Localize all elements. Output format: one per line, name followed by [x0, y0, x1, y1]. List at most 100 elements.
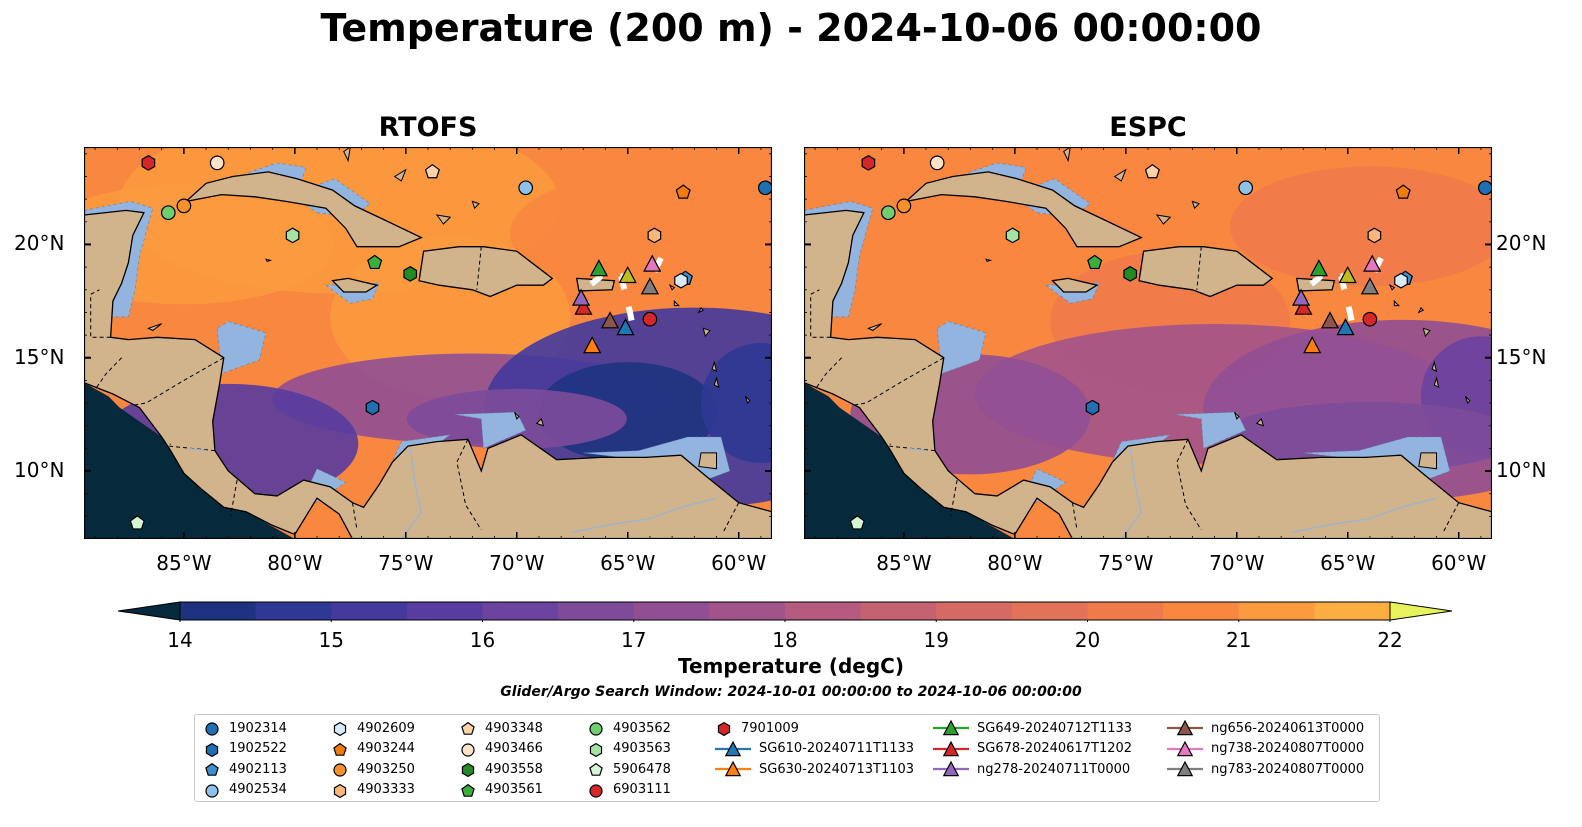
legend-marker-icon [461, 742, 475, 757]
island [1138, 246, 1274, 298]
legend-marker-icon [333, 783, 347, 798]
country-border [132, 357, 225, 406]
country-border [814, 357, 843, 390]
marker-4903244 [675, 184, 691, 199]
marker-4903562 [160, 205, 176, 221]
lon-tick-label: 75°W [1098, 551, 1154, 575]
small-island [1431, 360, 1438, 373]
marker-4903561 [367, 254, 383, 270]
marker-ng783-20240807T0000 [1360, 277, 1379, 295]
legend-entry: 4903562 [587, 718, 671, 738]
marker-SG678-20240617T1202 [574, 297, 593, 315]
country-border [352, 502, 358, 530]
legend-label: 5906478 [613, 761, 671, 777]
legend-label: 4902609 [357, 720, 415, 736]
colorbar-segment [860, 602, 937, 620]
island [1295, 277, 1336, 292]
country-border [950, 480, 958, 517]
legend-entry: 4903333 [331, 780, 415, 800]
marker-4903250 [176, 198, 192, 214]
colorbar-segment [936, 602, 1013, 620]
country-border [810, 289, 831, 338]
lon-tick-label: 70°W [489, 551, 545, 575]
legend-marker [589, 742, 603, 757]
colorbar-segment [1087, 602, 1164, 620]
lat-tick-label: 20°N [14, 231, 65, 256]
legend-marker-icon [933, 719, 969, 736]
legend-marker-icon [715, 740, 751, 756]
legend-entry: ng656-20240613T0000 [1167, 718, 1364, 738]
small-island [265, 258, 273, 263]
lat-tick-label: 15°N [14, 344, 65, 369]
marker-ng278-20240711T0000 [572, 288, 591, 306]
island [1051, 277, 1099, 293]
legend-entry: 4902609 [331, 718, 415, 738]
legend-marker [589, 722, 603, 736]
legend-label: 7901009 [741, 720, 799, 736]
legend-marker [942, 760, 960, 777]
legend-marker [724, 740, 742, 756]
marker-4903558 [403, 266, 418, 282]
marker-4903563 [285, 227, 300, 244]
legend-entry: 4903558 [459, 759, 543, 779]
legend-marker [589, 762, 603, 776]
marker-SG610-20240711T1133 [616, 318, 635, 336]
marker-1902522 [365, 399, 380, 416]
island [418, 246, 554, 298]
legend-marker-icon [933, 760, 969, 777]
colorbar-segment [1238, 602, 1315, 620]
marker-4902609 [674, 272, 688, 289]
country-border [476, 246, 482, 290]
legend-marker-icon [205, 742, 219, 757]
small-island [711, 360, 718, 373]
legend-marker [333, 763, 347, 777]
small-island [1393, 299, 1401, 307]
search-window-note: Glider/Argo Search Window: 2024-10-01 00… [500, 684, 1082, 700]
river [188, 447, 207, 452]
legend-entry: 5906478 [587, 759, 671, 779]
legend-label: 1902522 [229, 741, 287, 756]
legend-entry: ng278-20240711T0000 [933, 759, 1130, 779]
small-island [744, 395, 751, 404]
colorbar-segment [255, 602, 332, 620]
legend-marker-icon [333, 763, 347, 777]
legend-label: 4903348 [485, 720, 543, 736]
marker-1902314 [1477, 180, 1492, 196]
country-border [852, 357, 945, 406]
marker-4903561 [1087, 254, 1103, 270]
marker-5906478 [849, 515, 865, 530]
marker-4903562 [880, 205, 896, 221]
legend-marker-icon [205, 783, 219, 798]
island [575, 277, 616, 292]
marker-4903558 [1123, 266, 1138, 282]
colorbar-segment [1314, 602, 1391, 620]
small-island [713, 376, 720, 389]
marker-6903111 [642, 311, 658, 327]
legend-marker-icon [715, 760, 751, 777]
legend-label: 4903244 [357, 741, 415, 756]
legend-entry: SG678-20240617T1202 [933, 739, 1132, 759]
marker-ng783-20240807T0000 [640, 277, 659, 295]
legend-entry: SG630-20240713T1103 [715, 759, 914, 779]
legend-marker-icon [205, 762, 219, 776]
lon-tick-label: 75°W [378, 551, 434, 575]
country-border [90, 289, 111, 338]
colorbar-segment [785, 602, 862, 620]
legend-entry: ng738-20240807T0000 [1167, 739, 1364, 759]
legend-marker-icon [933, 740, 969, 756]
river [400, 448, 423, 539]
legend-label: 4903562 [613, 720, 671, 736]
small-island [985, 258, 993, 263]
legend-label: 4903558 [485, 761, 543, 777]
lon-tick-label: 85°W [156, 551, 212, 575]
small-island [1388, 284, 1396, 291]
legend-marker [1176, 719, 1194, 736]
legend-marker [205, 762, 219, 776]
lat-tick-label: 10°N [14, 458, 65, 483]
lon-tick-label: 60°W [711, 551, 767, 575]
legend-marker [205, 722, 219, 736]
legend-label: 4903561 [485, 782, 543, 797]
lon-tick-label: 85°W [876, 551, 932, 575]
colorbar-segment [482, 602, 559, 620]
panel-title-espc: ESPC [1109, 112, 1187, 143]
